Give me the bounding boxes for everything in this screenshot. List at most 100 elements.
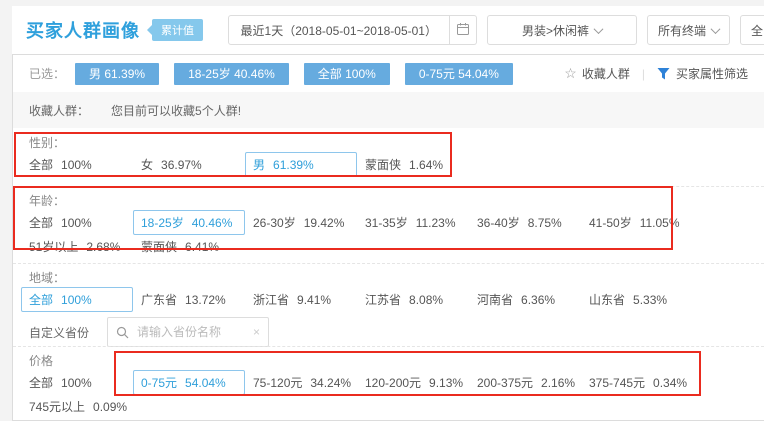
selected-tags: 男 61.39% 18-25岁 40.46% 全部 100% 0-75元 54.04% [75,62,528,85]
option-value: 34.24% [310,375,352,390]
filter-option[interactable]: 蒙面侠 1.64% [365,156,469,173]
section-price: 价格全部 100% 0-75元 54.04% 75-120元 34.24% 120-200元… [13,346,764,418]
section-label: 价格 [29,354,54,368]
option-label: 蒙面侠 [365,157,402,172]
section-label: 地域： [29,271,66,285]
filter-option[interactable]: 蒙面侠 6.41% [141,238,245,255]
option-row: 全部 100% 女 36.97% 男 61.39% 蒙面侠 1.64% [29,151,748,177]
option-label: 山东省 [589,292,626,307]
main-panel: 已选： 男 61.39% 18-25岁 40.46% 全部 100% 0-75元 54… [12,54,764,421]
custom-province-label: 自定义省份 [29,325,90,340]
date-range-button[interactable]: 最近1天（2018-05-01~2018-05-01） [227,15,450,45]
filter-option[interactable]: 41-50岁 11.05% [589,214,693,231]
option-label: 41-50岁 [589,215,632,230]
filter-option[interactable]: 0-75元 54.04% [133,369,245,395]
category-select[interactable]: 男装>休闲裤 [486,15,637,45]
terminal-select[interactable]: 所有终端 [646,15,730,45]
buyer-attribute-filter-button[interactable]: 买家属性筛选 [657,65,748,82]
custom-province-row: 自定义省份 × [29,317,748,347]
selected-tag[interactable]: 0-75元 54.04% [404,62,513,85]
filter-option[interactable]: 51岁以上 2.68% [29,238,133,255]
clear-icon[interactable]: × [253,325,261,339]
selected-filters-bar: 已选： 男 61.39% 18-25岁 40.46% 全部 100% 0-75元 54… [13,55,764,92]
option-row: 全部 100% 0-75元 54.04% 75-120元 34.24% 120-200元 9.… [29,369,748,395]
filter-option[interactable]: 女 36.97% [141,156,245,173]
filter-option[interactable]: 全部 100% [29,156,133,173]
selected-tag[interactable]: 18-25岁 40.46% [174,62,289,85]
section-region: 地域： 全部 100% 广东省 13.72% 浙江省 9.41% 江苏省 8.08% 河南省 6.3… [13,263,764,347]
buyer-attribute-filter-label: 买家属性筛选 [675,67,748,81]
terminal-select-label: 所有终端 [657,23,706,38]
favorite-groups-message: 您目前可以收藏5个人群! [111,103,242,118]
filter-option[interactable]: 全部 100% [29,214,133,231]
filter-option[interactable]: 18-25岁 40.46% [133,209,245,235]
header: 买家人群画像 累计值 最近1天（2018-05-01~2018-05-01） [12,6,764,54]
filter-option[interactable]: 375-745元 0.34% [589,374,693,391]
option-value: 5.33% [633,292,668,307]
province-search-input[interactable] [135,324,253,340]
filter-option[interactable]: 200-375元 2.16% [477,374,581,391]
filter-option[interactable]: 河南省 6.36% [477,291,581,308]
option-value: 100% [61,157,92,172]
favorite-group-button[interactable]: ☆ 收藏人群 [564,65,630,82]
selected-bar-actions: ☆ 收藏人群 | 买家属性筛选 [564,65,748,82]
section-gender: 性别： 全部 100% 女 36.97% 男 61.39% 蒙面侠 1.64% [13,129,764,177]
filter-option[interactable]: 广东省 13.72% [141,291,245,308]
section-age: 年龄： 全部 100% 18-25岁 40.46% 26-30岁 19.42% 31-35岁 1… [13,186,764,258]
province-search-box: × [107,317,270,347]
filter-option[interactable]: 31-35岁 11.23% [365,214,469,231]
option-label: 浙江省 [253,292,290,307]
header-toolbar: 最近1天（2018-05-01~2018-05-01） 男装>休闲裤 [227,15,764,45]
option-label: 31-35岁 [365,215,408,230]
favorite-group-label: 收藏人群 [581,67,630,81]
filter-option[interactable]: 75-120元 34.24% [253,374,357,391]
category-select-label: 男装>休闲裤 [521,23,589,38]
filter-option[interactable]: 全部 100% [29,374,133,391]
option-label: 200-375元 [477,375,534,390]
option-row: 745元以上 0.09% [29,394,748,418]
option-value: 2.16% [541,375,576,390]
page-title: 买家人群画像 [26,21,140,41]
selected-tag[interactable]: 全部 100% [303,62,390,85]
option-label: 18-25岁 [141,215,184,230]
option-value: 11.05% [639,215,680,230]
vertical-divider: | [641,66,645,81]
filter-option[interactable]: 男 61.39% [245,151,357,177]
filter-option[interactable]: 浙江省 9.41% [253,291,357,308]
option-label: 75-120元 [253,375,303,390]
chevron-down-icon [593,23,604,34]
option-value: 0.09% [93,399,128,414]
favorite-groups-row: 收藏人群： 您目前可以收藏5个人群! [13,92,764,128]
filter-option[interactable]: 36-40岁 8.75% [477,214,581,231]
option-label: 全部 [29,157,54,172]
option-value: 100% [61,292,92,307]
option-value: 40.46% [191,215,233,230]
option-value: 54.04% [185,375,226,390]
option-label: 蒙面侠 [141,239,178,254]
option-value: 2.68% [86,239,121,254]
option-label: 广东省 [141,292,178,307]
section-label: 年龄： [29,194,66,208]
filter-option[interactable]: 江苏省 8.08% [365,291,469,308]
option-label: 江苏省 [365,292,402,307]
filter-option[interactable]: 120-200元 9.13% [365,374,469,391]
filter-option[interactable]: 26-30岁 19.42% [253,214,357,231]
option-row: 全部 100% 18-25岁 40.46% 26-30岁 19.42% 31-35岁 11.2… [29,209,748,235]
option-label: 全部 [29,215,54,230]
option-label: 36-40岁 [477,215,520,230]
option-value: 100% [61,375,92,390]
option-label: 全部 [29,292,54,307]
option-label: 河南省 [477,292,514,307]
option-value: 100% [61,215,92,230]
filter-option[interactable]: 全部 100% [21,286,133,312]
option-label: 0-75元 [141,375,178,390]
selected-tag[interactable]: 男 61.39% [75,62,160,85]
option-label: 51岁以上 [29,239,79,254]
selected-label: 已选： [29,67,66,81]
filter-option[interactable]: 山东省 5.33% [589,291,693,308]
date-range-group: 最近1天（2018-05-01~2018-05-01） [227,15,477,45]
date-range-label: 最近1天（2018-05-01~2018-05-01） [240,23,437,38]
filter-option[interactable]: 745元以上 0.09% [29,398,133,415]
calendar-button[interactable] [449,15,477,45]
cutoff-select[interactable]: 全 [740,15,764,45]
